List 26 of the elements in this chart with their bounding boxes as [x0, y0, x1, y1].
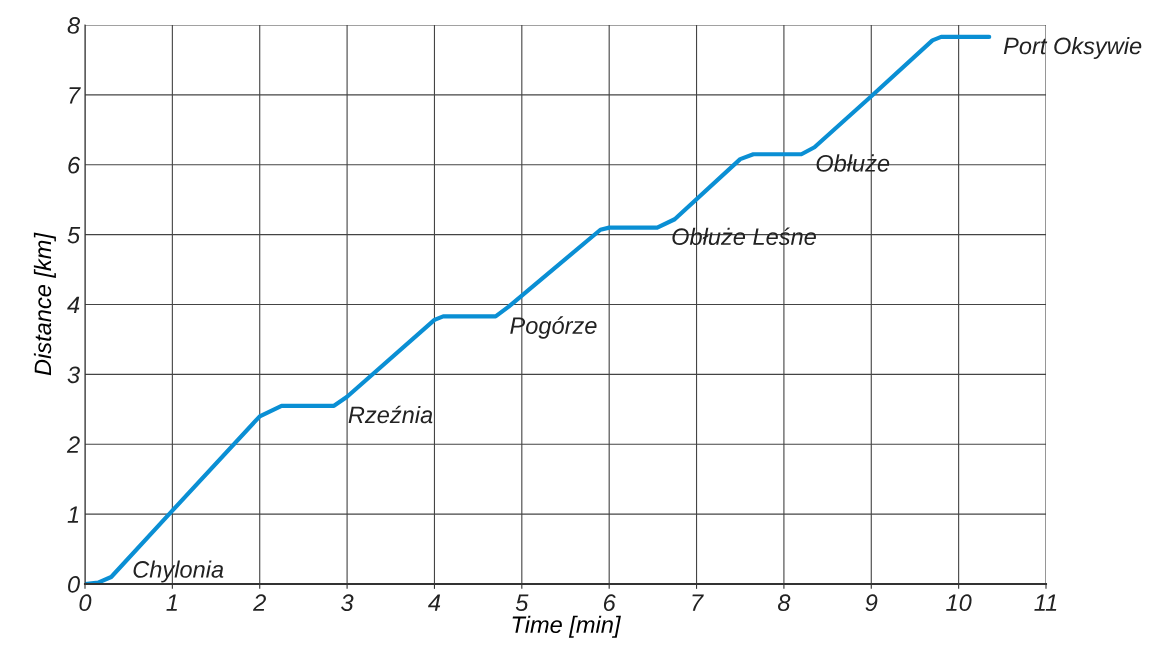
x-tick-label: 4 — [428, 594, 441, 611]
x-tick-label: 11 — [1034, 594, 1057, 611]
annotation: Port Oksywie — [1003, 36, 1142, 59]
x-tick-label: 8 — [777, 594, 791, 612]
y-tick-label: 2 — [66, 436, 80, 453]
x-tick-label: 10 — [946, 594, 972, 612]
y-tick-label: 1 — [67, 506, 79, 523]
x-tick-label: 6 — [603, 594, 616, 612]
x-tick-label: 0 — [79, 594, 92, 612]
y-tick-label: 0 — [68, 576, 80, 593]
x-tick-label: 1 — [166, 594, 177, 611]
y-tick-label: 5 — [67, 226, 81, 244]
y-tick-label: 6 — [68, 156, 81, 174]
y-tick-label: 3 — [67, 366, 80, 384]
x-tick-label: 5 — [515, 594, 529, 612]
x-tick-label: 2 — [253, 594, 266, 611]
x-tick-label: 7 — [692, 594, 704, 611]
y-tick-label: 7 — [69, 87, 81, 104]
x-tick-label: 3 — [341, 594, 354, 612]
line-series — [85, 34, 992, 584]
y-tick-label: 8 — [67, 17, 80, 34]
x-tick-label: 9 — [865, 594, 878, 612]
annotation: Rzeźnia — [348, 405, 433, 424]
x-axis-title: Time [min] — [512, 615, 621, 638]
y-tick-label: 4 — [67, 296, 80, 314]
y-axis-title: Distance [km] — [33, 232, 56, 376]
